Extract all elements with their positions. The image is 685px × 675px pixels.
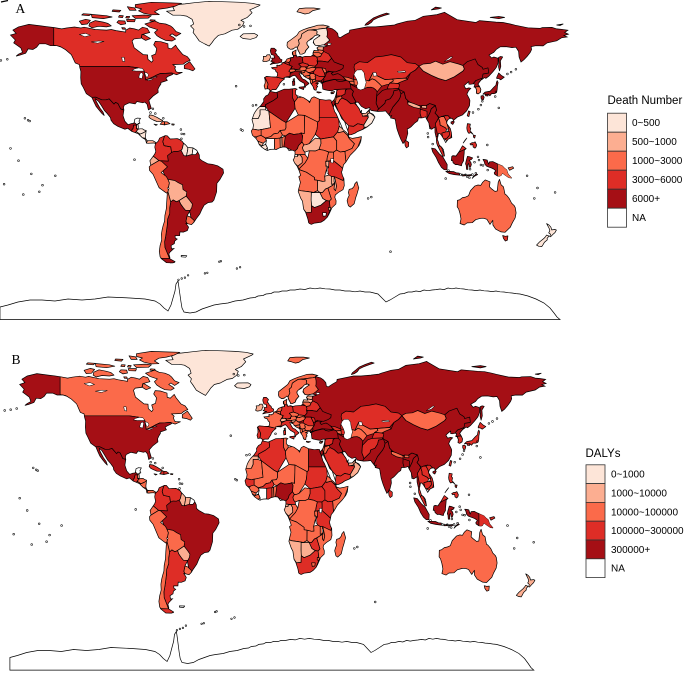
svg-text:NA: NA (611, 564, 625, 575)
svg-text:DALYs: DALYs (586, 448, 621, 460)
svg-text:0~500: 0~500 (632, 118, 661, 129)
svg-text:0~1000: 0~1000 (611, 470, 645, 481)
svg-text:500~1000: 500~1000 (632, 137, 677, 148)
svg-text:NA: NA (632, 213, 646, 224)
svg-text:10000~100000: 10000~100000 (611, 507, 678, 518)
svg-text:Death Number: Death Number (608, 95, 683, 107)
svg-text:300000+: 300000+ (611, 545, 650, 556)
svg-text:B: B (12, 352, 21, 367)
svg-text:6000+: 6000+ (632, 194, 660, 205)
svg-text:3000~6000: 3000~6000 (632, 175, 683, 186)
svg-text:1000~3000: 1000~3000 (632, 156, 683, 167)
svg-text:A: A (16, 1, 26, 16)
svg-text:1000~10000: 1000~10000 (611, 489, 667, 500)
svg-text:100000~300000: 100000~300000 (611, 526, 684, 537)
